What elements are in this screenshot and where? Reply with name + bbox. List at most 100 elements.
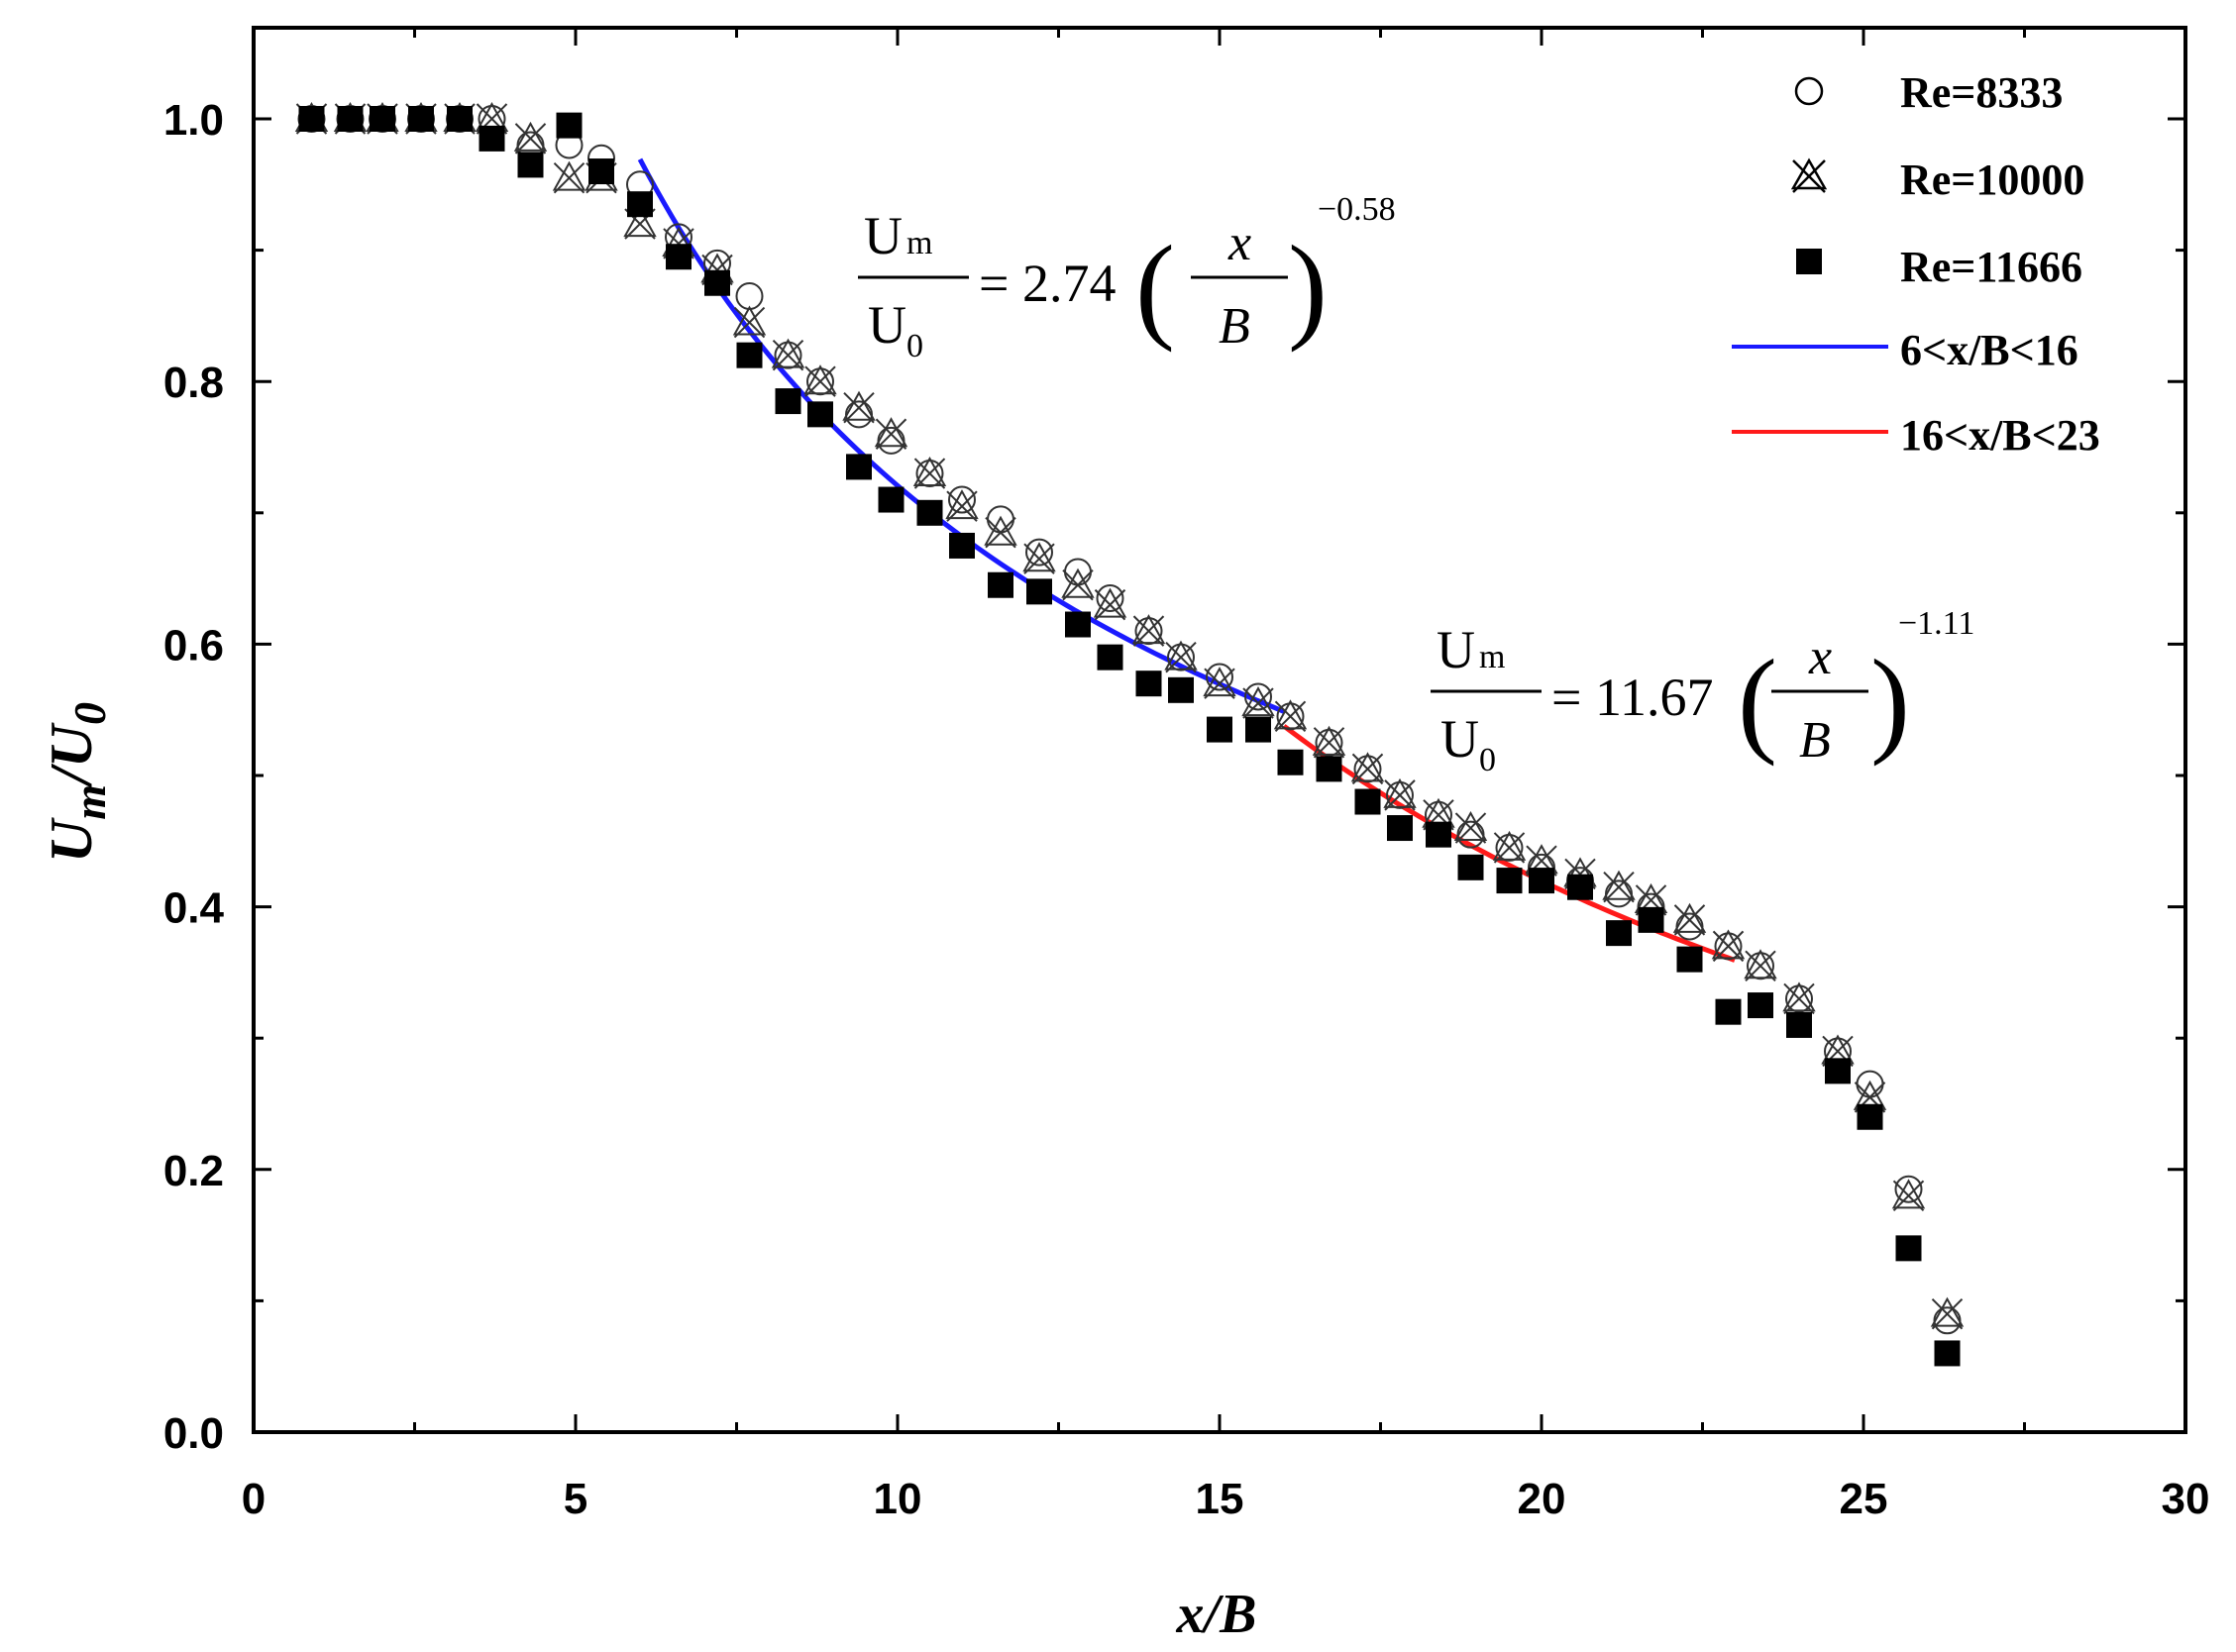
y-axis-title: Um/U0: [39, 702, 115, 863]
data-point: [1786, 1011, 1812, 1038]
axis-tick-labels: 0 5 10 15 20 25 30 0.0 0.2 0.4 0.6 0.8 1.0: [163, 96, 2210, 1523]
data-point: [1638, 906, 1664, 933]
data-point: [1711, 929, 1746, 963]
y-tick-label: 0.8: [163, 359, 224, 407]
svg-text:(: (: [1135, 221, 1175, 353]
data-point: [771, 338, 805, 371]
y-tick-label: 0.4: [163, 884, 225, 933]
svg-text:): ): [1870, 635, 1910, 767]
data-point: [846, 454, 872, 480]
data-point: [945, 489, 979, 522]
data-point: [803, 364, 837, 397]
x-tick-label: 30: [2162, 1475, 2210, 1523]
data-point: [877, 426, 905, 455]
series-re11666: [298, 106, 1961, 1367]
svg-text:Um: Um: [864, 206, 932, 265]
legend-label-re10000: Re=10000: [1900, 155, 2084, 204]
legend-marker-re11666: [1796, 249, 1822, 274]
data-point: [1492, 830, 1527, 864]
legend-label-fit1: 6<x/B<16: [1900, 326, 2078, 374]
data-point: [1675, 912, 1704, 941]
data-point: [1496, 868, 1523, 894]
x-tick-label: 0: [242, 1475, 266, 1523]
y-tick-label: 0.6: [163, 621, 224, 670]
data-point: [1022, 542, 1056, 574]
x-tick-label: 15: [1196, 1475, 1244, 1523]
fit-line-2: [1282, 724, 1736, 963]
data-point: [1605, 879, 1633, 908]
data-point: [949, 532, 975, 559]
data-point: [1131, 614, 1166, 647]
data-point: [408, 106, 434, 132]
data-point: [1930, 1296, 1965, 1330]
svg-text:U0: U0: [868, 295, 923, 364]
legend-label-re8333: Re=8333: [1900, 68, 2063, 117]
data-point: [1672, 902, 1707, 936]
fit-lines: [637, 157, 1736, 963]
data-point: [1206, 663, 1233, 691]
data-point: [1383, 777, 1417, 811]
data-point: [1245, 716, 1271, 743]
data-point: [1457, 854, 1484, 880]
data-point: [1097, 644, 1123, 671]
data-point: [1025, 538, 1053, 567]
svg-text:U0: U0: [1440, 709, 1496, 778]
legend: Re=8333 Re=10000 Re=11666 6<x/B<16 16<x/…: [1732, 68, 2100, 460]
data-point: [732, 305, 767, 339]
data-point: [298, 106, 325, 132]
y-tick-label: 1.0: [163, 96, 224, 145]
svg-text:= 11.67: = 11.67: [1551, 668, 1713, 727]
data-point: [1277, 749, 1304, 775]
svg-text:B: B: [1219, 298, 1250, 355]
data-point: [1316, 756, 1342, 782]
data-point: [1168, 676, 1194, 703]
data-point: [513, 121, 548, 155]
data-point: [842, 390, 876, 424]
x-tick-label: 20: [1518, 1475, 1566, 1523]
data-point: [1061, 568, 1095, 601]
data-point: [1453, 810, 1488, 844]
data-point: [988, 571, 1013, 598]
data-point: [556, 112, 583, 139]
data-point: [1093, 587, 1127, 621]
data-point: [916, 499, 943, 526]
data-point: [1825, 1058, 1851, 1084]
data-point: [1676, 946, 1703, 973]
svg-text:B: B: [1799, 712, 1831, 769]
data-point: [1065, 611, 1091, 638]
x-tick-label: 5: [564, 1475, 587, 1523]
data-point: [1387, 815, 1413, 842]
data-point: [479, 125, 505, 152]
data-point: [1096, 583, 1124, 612]
data-point: [1244, 682, 1272, 711]
data-point: [704, 269, 730, 296]
x-axis-title: x/B: [1176, 1584, 1257, 1645]
y-tick-label: 0.2: [163, 1147, 224, 1195]
data-point: [1207, 716, 1232, 743]
x-tick-label: 10: [874, 1475, 922, 1523]
data-point: [447, 106, 473, 132]
data-point: [370, 106, 395, 132]
x-tick-label: 25: [1840, 1475, 1888, 1523]
data-point: [1273, 699, 1308, 733]
data-markers: [294, 101, 1965, 1367]
y-tick-label: 0.0: [163, 1409, 224, 1458]
data-point: [948, 485, 976, 514]
legend-label-re11666: Re=11666: [1900, 243, 2082, 291]
data-point: [1135, 671, 1162, 697]
data-point: [1934, 1340, 1961, 1367]
data-point: [1602, 870, 1636, 903]
data-point: [627, 191, 653, 218]
data-point: [874, 417, 908, 450]
svg-text:(: (: [1738, 635, 1777, 767]
svg-text:x: x: [1808, 629, 1832, 685]
data-point: [588, 158, 614, 185]
data-point: [1894, 1175, 1923, 1203]
data-point: [1529, 868, 1554, 894]
data-point: [1748, 992, 1773, 1019]
fit-line-1: [637, 157, 1285, 714]
data-point: [845, 400, 873, 429]
svg-text:): ): [1288, 221, 1328, 353]
